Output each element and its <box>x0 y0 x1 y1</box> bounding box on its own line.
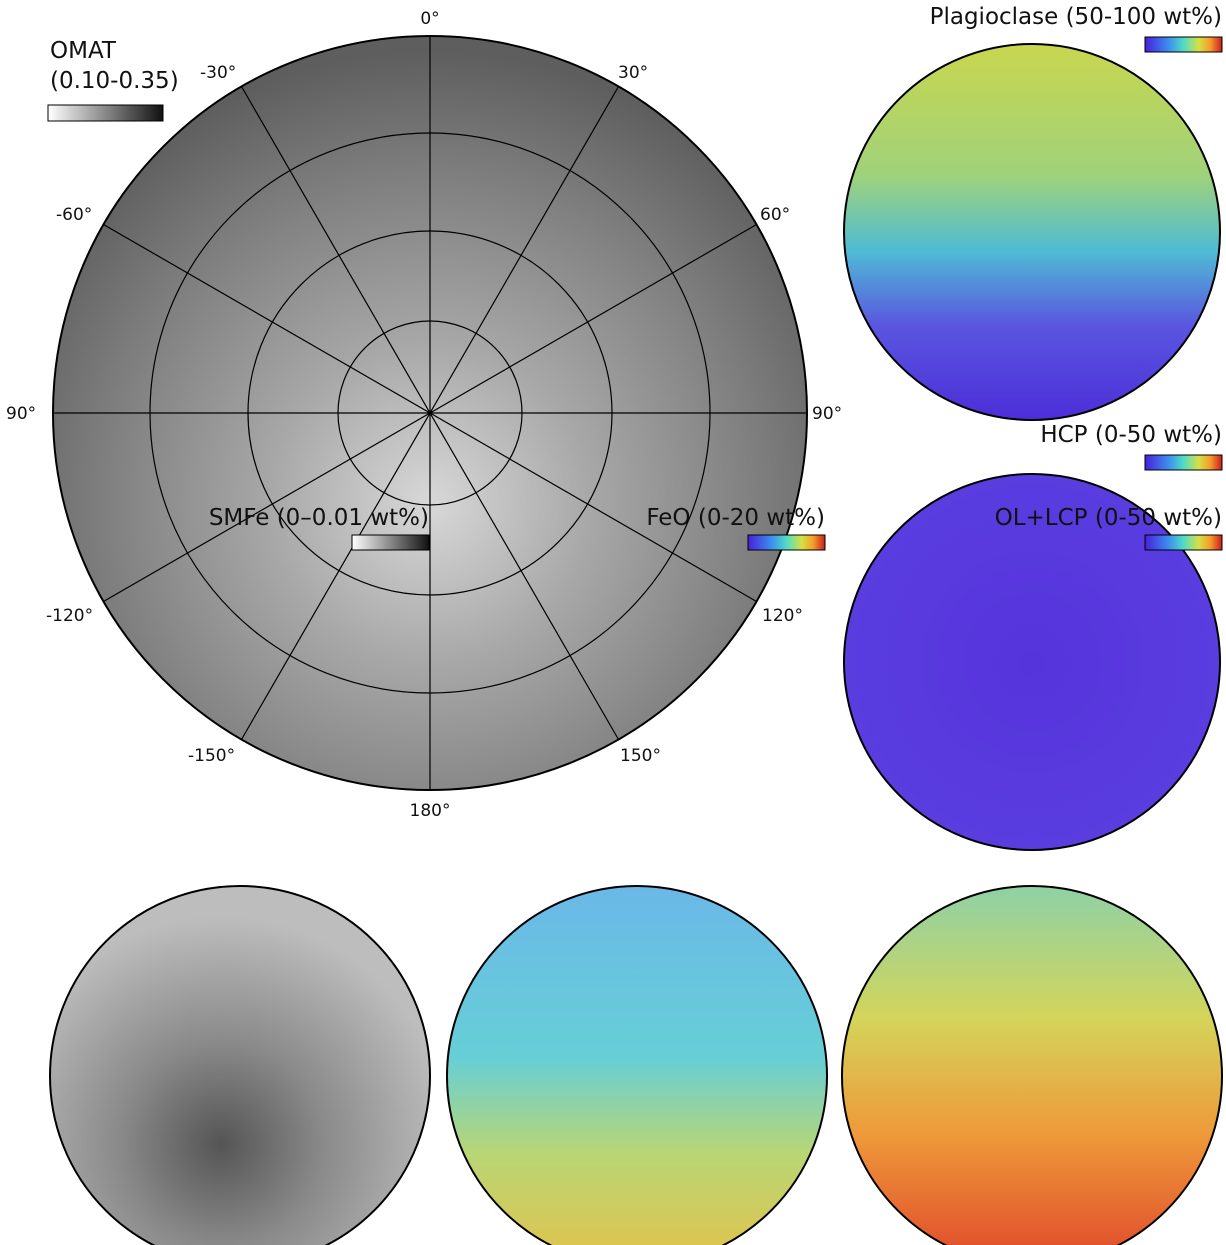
colorbar <box>1145 455 1222 470</box>
colorbar <box>748 535 825 550</box>
lon-label: 150° <box>620 746 661 766</box>
hcp-panel: HCP (0-50 wt%) <box>844 422 1222 850</box>
panel-title: FeO (0-20 wt%) <box>646 505 825 531</box>
colorbar <box>352 535 429 550</box>
lon-label: -30° <box>200 63 236 83</box>
lon-label: 90° <box>6 404 36 424</box>
omat-range: (0.10-0.35) <box>50 68 179 94</box>
colorbar <box>1145 37 1222 52</box>
lon-label: -60° <box>56 205 92 225</box>
figure: OMAT (0.10-0.35) 0° 30° 60° 90° 120° 150… <box>0 0 1226 1245</box>
lon-label: -150° <box>188 746 235 766</box>
map-disk <box>447 886 827 1245</box>
omat-title: OMAT <box>50 38 117 64</box>
panel-title: SMFe (0–0.01 wt%) <box>209 505 429 531</box>
panel-title: HCP (0-50 wt%) <box>1040 422 1222 448</box>
lon-label: 120° <box>762 606 803 626</box>
lon-label: 180° <box>410 801 451 821</box>
plagioclase-panel: Plagioclase (50-100 wt%) <box>844 4 1222 420</box>
lon-label: 60° <box>760 205 790 225</box>
colorbar <box>48 105 163 121</box>
lon-label: 0° <box>420 9 439 29</box>
lon-label: 30° <box>618 63 648 83</box>
map-disk <box>844 44 1220 420</box>
main-map: OMAT (0.10-0.35) 0° 30° 60° 90° 120° 150… <box>6 9 842 821</box>
map-disk <box>50 886 430 1245</box>
panel-title: Plagioclase (50-100 wt%) <box>930 4 1222 30</box>
lon-label: 90° <box>812 404 842 424</box>
panel-title: OL+LCP (0-50 wt%) <box>995 505 1222 531</box>
colorbar <box>1145 535 1222 550</box>
map-disk <box>842 886 1222 1245</box>
lon-label: -120° <box>46 606 93 626</box>
